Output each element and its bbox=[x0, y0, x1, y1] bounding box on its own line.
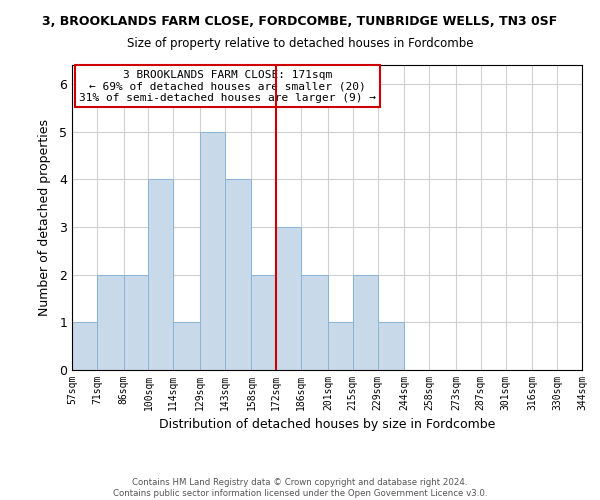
Bar bbox=[173, 322, 200, 370]
Bar bbox=[225, 180, 251, 370]
Bar bbox=[377, 322, 404, 370]
Bar bbox=[72, 322, 97, 370]
Bar bbox=[200, 132, 225, 370]
Bar bbox=[328, 322, 353, 370]
Bar bbox=[353, 274, 377, 370]
Text: Size of property relative to detached houses in Fordcombe: Size of property relative to detached ho… bbox=[127, 38, 473, 51]
Bar bbox=[124, 274, 148, 370]
Text: 3, BROOKLANDS FARM CLOSE, FORDCOMBE, TUNBRIDGE WELLS, TN3 0SF: 3, BROOKLANDS FARM CLOSE, FORDCOMBE, TUN… bbox=[43, 15, 557, 28]
Bar bbox=[277, 227, 301, 370]
Bar bbox=[97, 274, 124, 370]
Y-axis label: Number of detached properties: Number of detached properties bbox=[38, 119, 51, 316]
Text: Contains HM Land Registry data © Crown copyright and database right 2024.
Contai: Contains HM Land Registry data © Crown c… bbox=[113, 478, 487, 498]
Text: 3 BROOKLANDS FARM CLOSE: 171sqm
← 69% of detached houses are smaller (20)
31% of: 3 BROOKLANDS FARM CLOSE: 171sqm ← 69% of… bbox=[79, 70, 376, 103]
Bar bbox=[148, 180, 173, 370]
X-axis label: Distribution of detached houses by size in Fordcombe: Distribution of detached houses by size … bbox=[159, 418, 495, 432]
Bar bbox=[301, 274, 328, 370]
Bar bbox=[251, 274, 277, 370]
